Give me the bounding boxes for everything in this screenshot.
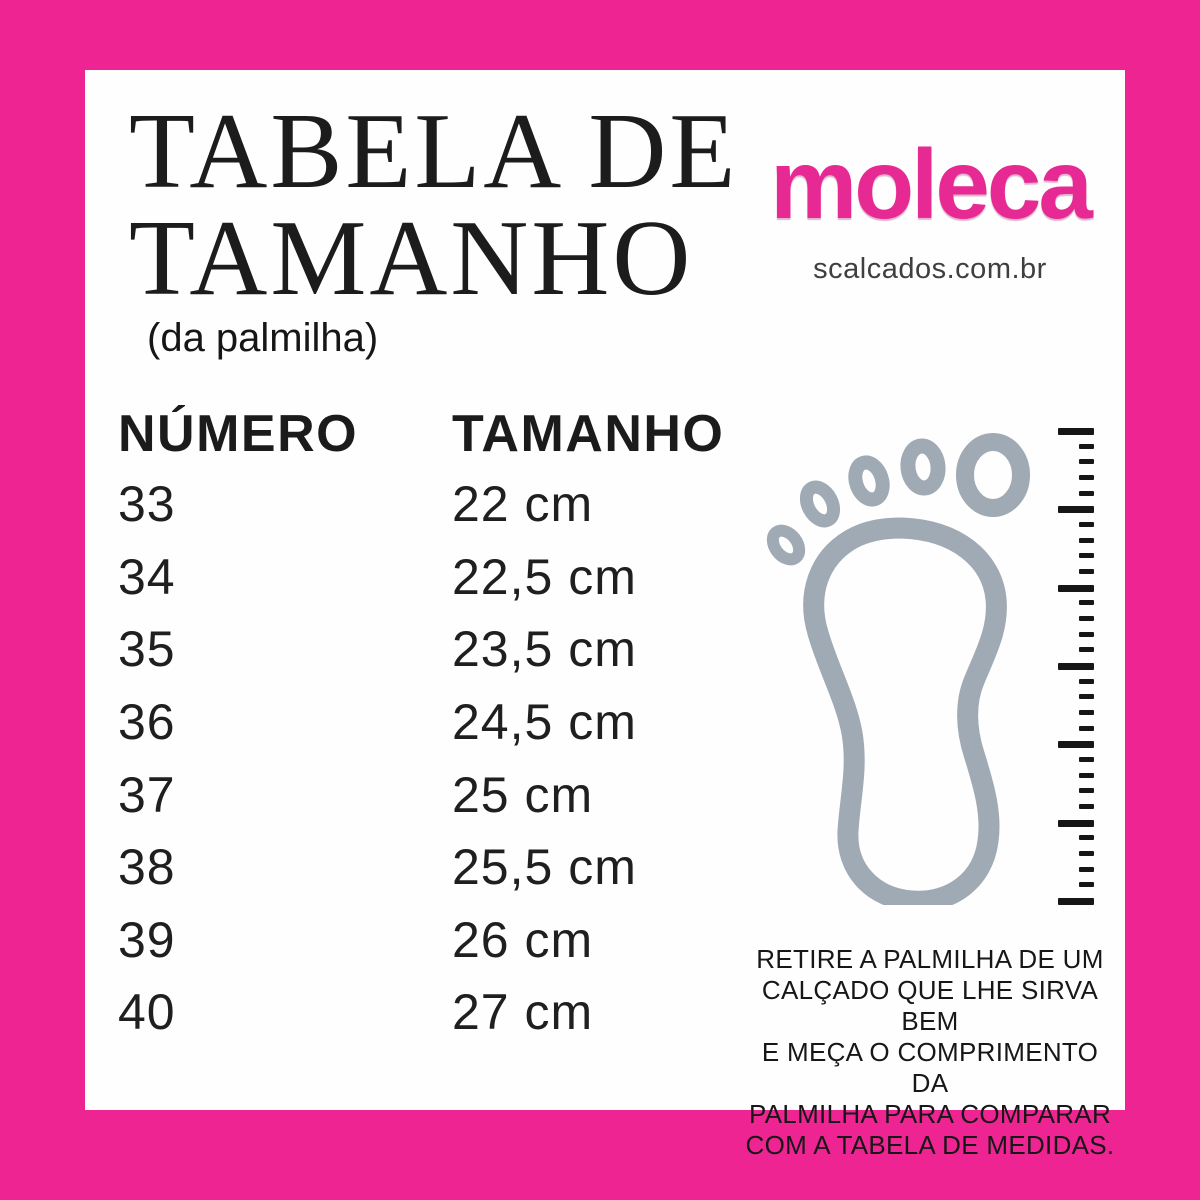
numero-cell: 37	[118, 766, 176, 823]
title-line-2: TAMANHO	[129, 199, 694, 318]
numero-cell: 38	[118, 839, 176, 896]
tamanho-cell: 22 cm	[452, 476, 594, 533]
numero-cell: 34	[118, 548, 176, 605]
tamanho-cell: 23,5 cm	[452, 621, 637, 678]
tamanho-cell: 27 cm	[452, 984, 594, 1041]
table-row: 37 25 cm	[118, 758, 738, 831]
column-header-numero: NÚMERO	[118, 405, 359, 463]
numero-cell: 39	[118, 911, 176, 968]
table-row: 34 22,5 cm	[118, 541, 738, 614]
instruction-line: PALMILHA PARA COMPARAR	[748, 1099, 1112, 1129]
tamanho-cell: 25 cm	[452, 766, 594, 823]
instruction-line: COM A TABELA DE MEDIDAS.	[745, 1130, 1115, 1160]
ruler-icon	[1058, 428, 1094, 905]
tamanho-cell: 25,5 cm	[452, 839, 637, 896]
measurement-instructions: RETIRE A PALMILHA DE UM CALÇADO QUE LHE …	[740, 944, 1120, 1161]
table-row: 33 22 cm	[118, 468, 738, 541]
instruction-line: CALÇADO QUE LHE SIRVA BEM	[761, 975, 1099, 1036]
table-row: 40 27 cm	[118, 976, 738, 1049]
table-row: 39 26 cm	[118, 904, 738, 977]
tamanho-cell: 26 cm	[452, 911, 594, 968]
table-row: 36 24,5 cm	[118, 686, 738, 759]
numero-cell: 35	[118, 621, 176, 678]
numero-cell: 36	[118, 694, 176, 751]
moleca-logo: moleca	[770, 129, 1093, 239]
tamanho-cell: 24,5 cm	[452, 694, 637, 751]
instruction-line: RETIRE A PALMILHA DE UM	[756, 944, 1104, 974]
title-subtitle: (da palmilha)	[147, 316, 379, 360]
column-header-tamanho: TAMANHO	[452, 405, 725, 463]
tamanho-cell: 22,5 cm	[452, 548, 637, 605]
size-table: 33 22 cm 34 22,5 cm 35 23,5 cm 36 24,5 c…	[118, 468, 738, 1049]
title-line-1: TABELA DE	[129, 92, 739, 211]
numero-cell: 40	[118, 984, 176, 1041]
table-row: 35 23,5 cm	[118, 613, 738, 686]
table-row: 38 25,5 cm	[118, 831, 738, 904]
instruction-line: E MEÇA O COMPRIMENTO DA	[761, 1037, 1099, 1098]
numero-cell: 33	[118, 476, 176, 533]
page-title: TABELA DE TAMANHO	[129, 92, 739, 318]
content-panel: TABELA DE TAMANHO (da palmilha) moleca s…	[85, 70, 1125, 1160]
brand-website: scalcados.com.br	[813, 253, 1047, 285]
footprint-icon	[766, 433, 1030, 905]
